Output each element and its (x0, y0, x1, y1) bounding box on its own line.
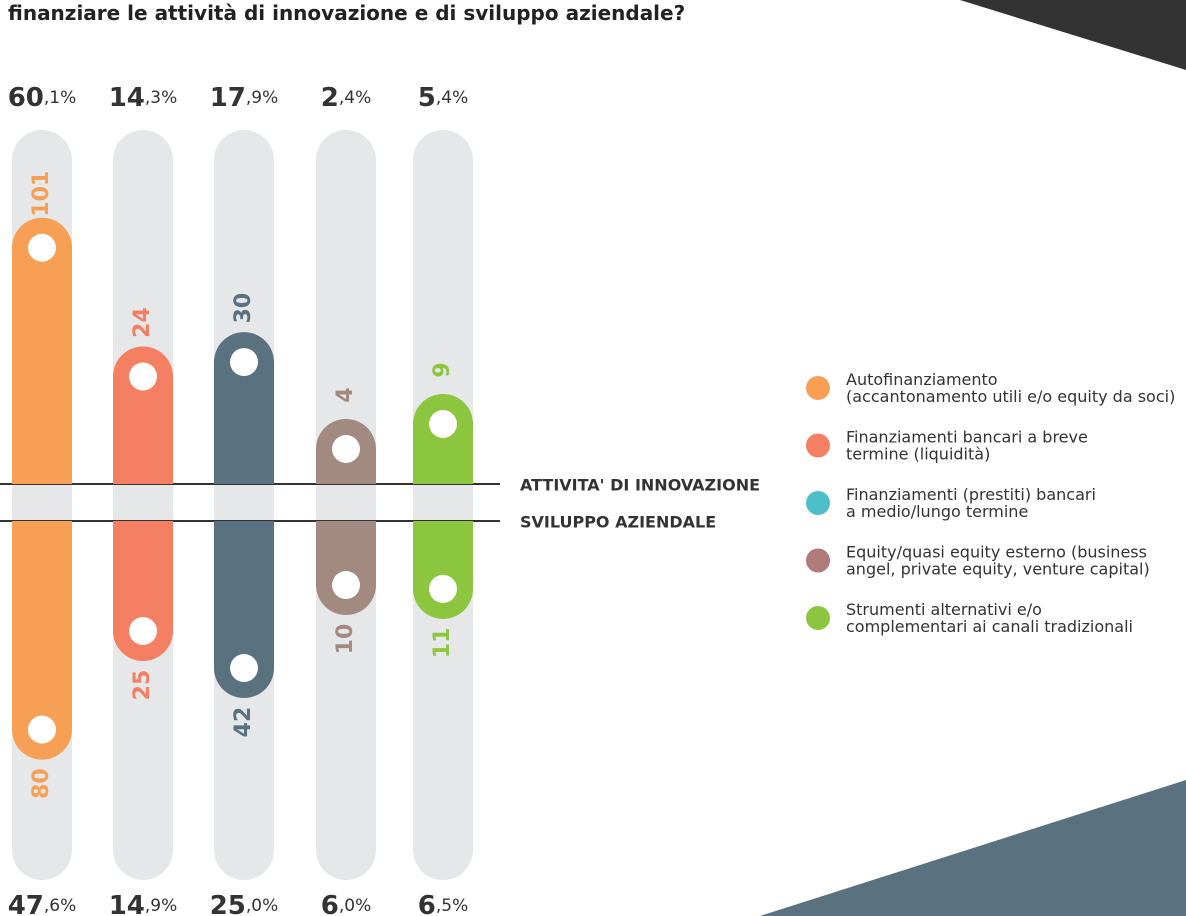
legend-marker (806, 606, 830, 630)
dot (332, 435, 360, 463)
value-label: 80 (29, 768, 54, 799)
legend-marker (806, 376, 830, 400)
legend-label: Finanziamenti (prestiti) bancari a medio/… (846, 485, 1096, 521)
legend-marker (806, 491, 830, 515)
dot (28, 233, 56, 262)
bar (12, 217, 72, 484)
bar (12, 521, 72, 760)
track (413, 130, 473, 880)
dot (230, 654, 258, 683)
dot (129, 362, 157, 391)
percent-label: 6,0% (321, 891, 371, 916)
dot (28, 715, 56, 744)
bar (113, 346, 173, 484)
track (316, 130, 376, 880)
percent-label: 17,9% (210, 83, 279, 113)
legend-label: Equity/quasi equity esterno (business ang… (846, 542, 1150, 578)
value-label: 10 (333, 624, 358, 655)
value-label: 9 (430, 362, 455, 377)
percent-label: 60,1% (8, 83, 77, 113)
legend-label: Autofinanziamento (accantonamento utili e… (846, 370, 1175, 406)
percent-label: 5,4% (418, 83, 468, 113)
bar (113, 521, 173, 661)
percent-label: 6,5% (418, 891, 468, 916)
decoration (960, 0, 1186, 70)
track (214, 130, 274, 880)
legend-marker (806, 433, 830, 458)
top-label: ATTIVITA' DI INNOVAZIONE (520, 476, 760, 495)
value-label: 24 (130, 307, 155, 338)
dot (429, 574, 457, 603)
legend-marker (806, 548, 830, 573)
bottom-label: SVILUPPO AZIENDALE (520, 513, 716, 532)
value-label: 11 (430, 628, 455, 659)
dot (429, 410, 457, 438)
dot (129, 617, 157, 645)
bar (214, 332, 274, 484)
bar (316, 521, 376, 616)
dot (332, 571, 360, 600)
percent-label: 47,6% (8, 891, 77, 916)
value-label: 30 (231, 293, 256, 324)
percent-label: 2,4% (321, 83, 371, 113)
bar (214, 521, 274, 699)
value-label: 4 (333, 387, 358, 402)
bar (413, 521, 473, 619)
legend-label: Strumenti alternativi e/o complementari a… (846, 600, 1133, 636)
track (113, 130, 173, 880)
dot (230, 348, 258, 377)
value-label: 42 (231, 707, 256, 738)
value-label: 101 (29, 171, 54, 217)
percent-label: 25,0% (210, 891, 279, 916)
percent-label: 14,9% (109, 891, 178, 916)
legend-label: Finanziamenti bancari a breve termine (li… (846, 427, 1088, 463)
decoration (760, 780, 1186, 916)
percent-label: 14,3% (109, 83, 178, 113)
bar (413, 394, 473, 484)
value-label: 25 (130, 670, 155, 701)
chart-title: finanziare le attività di innovazione e … (8, 1, 685, 25)
